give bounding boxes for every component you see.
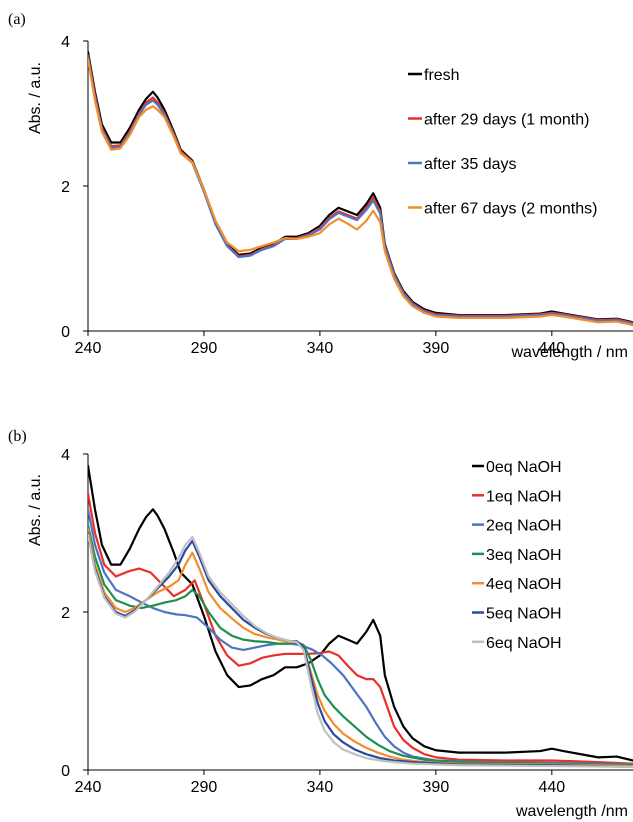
y-tick-label: 2: [61, 605, 70, 622]
series-line-2: [88, 492, 633, 765]
x-tick-label: 390: [423, 340, 450, 357]
x-axis-title: wavelength / nm: [510, 344, 628, 361]
series-line-7: [88, 533, 633, 768]
legend-label: 3eq NaOH: [486, 547, 562, 564]
series-line-4: [88, 58, 633, 327]
x-tick-label: 240: [75, 340, 102, 357]
chart-panel-a: (a) 0 2 4 240 290 340 390 440 Abs. / a.u. waveleng…: [8, 11, 633, 361]
y-tick-label: 4: [61, 34, 70, 51]
x-tick-label: 240: [75, 779, 102, 796]
x-tick-label: 340: [307, 779, 334, 796]
y-tick-label: 2: [61, 179, 70, 196]
legend-label: 6eq NaOH: [486, 635, 562, 652]
panel-label: (a): [8, 11, 26, 28]
panel-label: (b): [8, 428, 27, 445]
x-tick-label: 290: [191, 779, 218, 796]
legend-label: 0eq NaOH: [486, 459, 562, 476]
series-line-1: [88, 464, 633, 762]
legend-label: 5eq NaOH: [486, 606, 562, 623]
y-axis-title: Abs. / a.u.: [27, 474, 44, 546]
legend-label: after 35 days: [424, 156, 517, 173]
x-tick-label: 290: [191, 340, 218, 357]
series-line-2: [88, 54, 633, 325]
legend-label: 4eq NaOH: [486, 576, 562, 593]
legend-label: after 67 days (2 months): [424, 201, 597, 218]
series-line-1: [88, 50, 633, 324]
legend-label: 2eq NaOH: [486, 518, 562, 535]
legend-label: after 29 days (1 month): [424, 112, 589, 129]
chart-panel-b: (b) 0 2 4 240 290 340 390 440 Abs. / a.u. waveleng…: [8, 428, 633, 820]
y-tick-label: 0: [61, 763, 70, 780]
series-line-4: [88, 524, 633, 767]
legend-label: 1eq NaOH: [486, 488, 562, 505]
x-tick-label: 390: [423, 779, 450, 796]
x-tick-label: 340: [307, 340, 334, 357]
x-tick-label: 440: [538, 340, 565, 357]
y-tick-label: 4: [61, 447, 70, 464]
legend-label: fresh: [424, 67, 460, 84]
x-axis-title: wavelength /nm: [515, 803, 628, 820]
series-line-3: [88, 55, 633, 325]
y-axis-title: Abs. / a.u.: [27, 62, 44, 134]
x-tick-label: 440: [538, 779, 565, 796]
y-tick-label: 0: [61, 324, 70, 341]
